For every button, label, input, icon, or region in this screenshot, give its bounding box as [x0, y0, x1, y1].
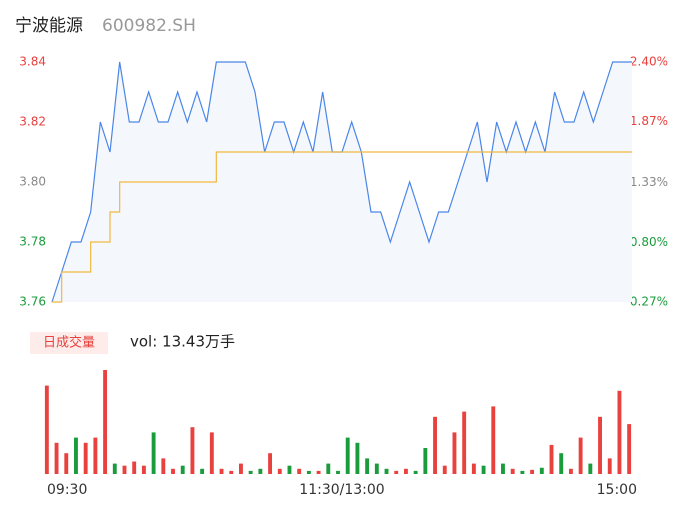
- volume-bar: [403, 468, 408, 474]
- volume-bar: [462, 411, 467, 474]
- volume-bar: [413, 470, 418, 474]
- volume-bar: [297, 468, 302, 474]
- y-tick-label: 3.76: [19, 295, 46, 309]
- x-tick-label: 09:30: [47, 482, 87, 498]
- volume-bar: [365, 458, 370, 474]
- y-tick-label: 3.84: [19, 55, 46, 69]
- volume-bar: [588, 463, 593, 474]
- volume-bar: [161, 458, 166, 474]
- stock-name: 宁波能源: [15, 16, 83, 36]
- avg-line: [52, 151, 632, 303]
- volume-bar: [384, 468, 389, 474]
- volume-bar: [345, 437, 350, 474]
- volume-bar: [122, 465, 127, 474]
- volume-bar: [277, 468, 282, 474]
- volume-bar: [607, 458, 612, 474]
- volume-label: vol: 13.43万手: [130, 333, 235, 351]
- volume-bar: [491, 406, 496, 474]
- volume-bar: [83, 442, 88, 474]
- volume-bar: [394, 470, 399, 474]
- volume-bar: [258, 468, 263, 474]
- x-tick-label: 11:30/13:00: [299, 482, 384, 498]
- volume-bar: [151, 432, 156, 474]
- volume-bar: [112, 463, 117, 474]
- volume-bar: [141, 465, 146, 474]
- badge-bg: [30, 332, 108, 354]
- badge: 日成交量: [43, 335, 95, 351]
- y2-tick-label: 0.80%: [630, 235, 668, 249]
- x-tick-label: 15:00: [597, 482, 637, 498]
- volume-bar: [64, 453, 69, 474]
- volume-bar: [627, 424, 632, 474]
- y2-tick-label: 1.33%: [630, 175, 668, 189]
- volume-bar: [559, 453, 564, 474]
- volume-bar: [229, 470, 234, 474]
- y2-tick-label: 1.87%: [630, 114, 668, 128]
- volume-bar: [442, 465, 447, 474]
- volume-bar: [471, 463, 476, 474]
- volume-bar: [268, 453, 273, 474]
- volume-bar: [171, 468, 175, 474]
- volume-bar: [93, 437, 98, 474]
- volume-bar: [54, 442, 59, 474]
- volume-bar: [510, 468, 515, 474]
- volume-bar: [481, 465, 486, 474]
- y-tick-label: 3.82: [19, 115, 46, 129]
- volume-bar: [423, 448, 428, 474]
- volume-bar: [433, 416, 437, 474]
- volume-bar: [520, 470, 525, 474]
- volume-bar: [190, 427, 195, 474]
- stock-code: 600982.SH: [102, 16, 196, 36]
- volume-bar: [501, 463, 505, 474]
- volume-bar: [530, 469, 535, 474]
- volume-bar: [248, 470, 253, 474]
- y2-tick-label: 0.27%: [630, 295, 668, 309]
- volume-bar: [287, 465, 292, 474]
- volume-bar: [132, 461, 137, 474]
- volume-bar: [452, 432, 457, 474]
- volume-bar: [617, 390, 622, 474]
- volume-bar: [180, 465, 185, 474]
- volume-bar: [316, 470, 321, 474]
- volume-bar: [44, 385, 49, 474]
- y-tick-label: 3.78: [19, 235, 46, 249]
- volume-bar: [306, 470, 311, 474]
- y-tick-label: 3.80: [19, 175, 46, 189]
- volume-bar: [74, 437, 78, 474]
- volume-bar: [336, 470, 340, 474]
- price-area: [52, 62, 632, 302]
- volume-bar: [539, 467, 544, 474]
- volume-bar: [568, 468, 573, 474]
- volume-bar: [103, 370, 108, 474]
- volume-bar: [219, 468, 224, 474]
- volume-bar: [578, 437, 583, 474]
- volume-bar: [598, 416, 602, 474]
- volume-bar: [374, 463, 379, 474]
- volume-bar: [549, 444, 554, 474]
- volume-bar: [239, 463, 243, 474]
- volume-bar: [326, 463, 331, 474]
- volume-bar: [355, 442, 360, 474]
- volume-bar: [209, 432, 214, 474]
- volume-bar: [200, 468, 205, 474]
- y2-tick-label: 2.40%: [630, 55, 668, 69]
